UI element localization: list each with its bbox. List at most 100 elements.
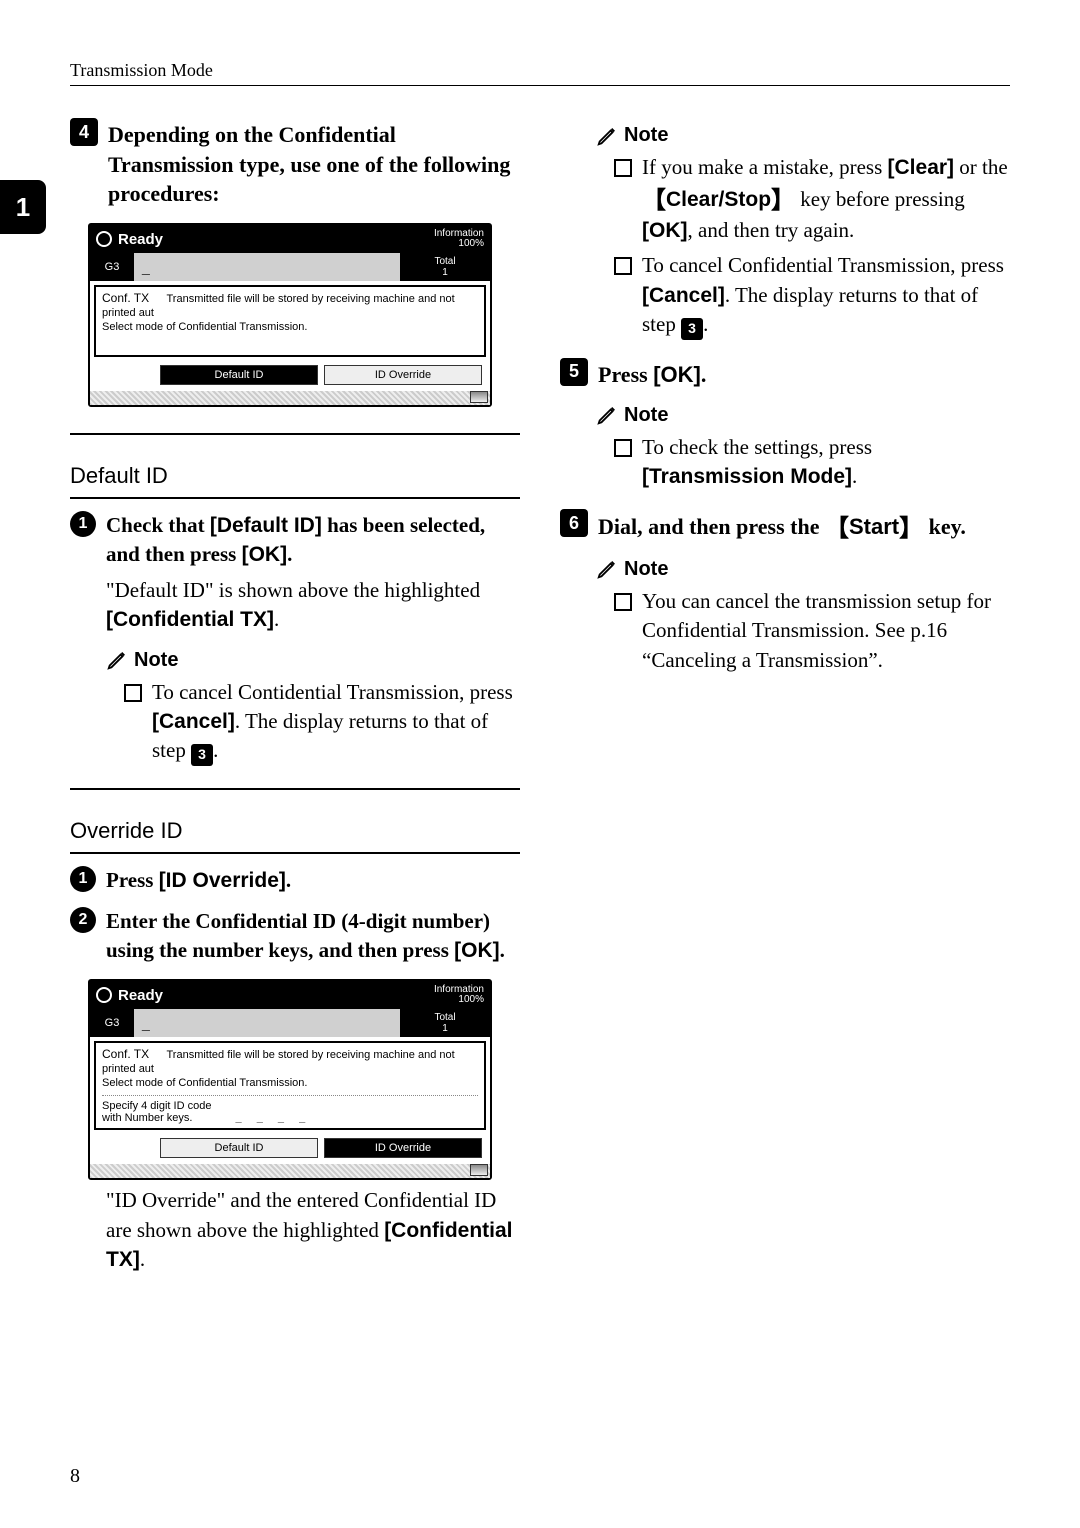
- step-6: 6 Dial, and then press the 【Start】 key.: [560, 509, 1010, 543]
- heading-default-id: Default ID: [70, 463, 520, 489]
- ui-default-id: [Default ID]: [210, 514, 322, 537]
- step-6-text: Dial, and then press the 【Start】 key.: [598, 509, 966, 543]
- scr1-box-label: Conf. TX: [102, 291, 149, 305]
- scr1-titlebar: Ready Information 100%: [90, 225, 490, 253]
- default-sub1: 1 Check that [Default ID] has been selec…: [70, 511, 520, 570]
- page-number: 8: [70, 1465, 80, 1488]
- bullet-icon: [614, 439, 632, 457]
- key-clear-stop: Clear/Stop: [666, 188, 771, 211]
- t: , and then try again.: [688, 218, 855, 242]
- right-column: Note If you make a mistake, press [Clear…: [560, 110, 1010, 1274]
- t: key before pressing: [795, 187, 965, 211]
- t: .: [500, 938, 505, 962]
- scr2-specify-row: Specify 4 digit ID code with Number keys…: [102, 1095, 478, 1124]
- heading-override-id: Override ID: [70, 818, 520, 844]
- scr2-btn-default[interactable]: Default ID: [160, 1138, 318, 1158]
- scr2-subbar: G3 _ Total 1: [90, 1009, 490, 1037]
- t: key.: [923, 514, 966, 539]
- note-r1-b1: If you make a mistake, press [Clear] or …: [596, 153, 1010, 245]
- inline-step-3b: 3: [681, 318, 703, 340]
- rbracket-icon-2: 】: [899, 515, 923, 542]
- note-label-r3: Note: [624, 558, 668, 581]
- scr2-titlebar: Ready Information 100%: [90, 981, 490, 1009]
- override-sub1-text: Press [ID Override].: [106, 866, 291, 895]
- scr1-box-desc: Transmitted file will be stored by recei…: [102, 293, 455, 333]
- pencil-icon-r3: [596, 558, 618, 580]
- antenna-icon: G3: [90, 253, 134, 281]
- scr1-btn-default[interactable]: Default ID: [160, 365, 318, 385]
- screenshot-ready-default: Ready Information 100% G3 _ Total 1 Conf…: [88, 223, 492, 407]
- override-body2: "ID Override" and the entered Confidenti…: [106, 1186, 520, 1274]
- t: .: [140, 1247, 145, 1271]
- pencil-icon: [106, 649, 128, 671]
- circle-badge-1b: 1: [70, 866, 96, 892]
- default-sub1-text: Check that [Default ID] has been selecte…: [106, 511, 520, 570]
- circle-badge-2: 2: [70, 907, 96, 933]
- scr2-title: Ready: [118, 987, 434, 1004]
- scr2-btn-override[interactable]: ID Override: [324, 1138, 482, 1158]
- scr1-buttons: Default ID ID Override: [90, 361, 490, 391]
- ui-ok-4: [OK]: [653, 362, 701, 387]
- rbracket-icon: 】: [771, 187, 795, 214]
- scr2-body: Conf. TX Transmitted file will be stored…: [94, 1041, 486, 1130]
- bullet-icon: [614, 593, 632, 611]
- scr1-subbar: G3 _ Total 1: [90, 253, 490, 281]
- step-badge-5: 5: [560, 358, 588, 386]
- note-label-r1: Note: [624, 124, 668, 147]
- scr1-cursor: _: [134, 253, 400, 281]
- note-r3: Note: [596, 558, 1010, 581]
- note-label-r2: Note: [624, 404, 668, 427]
- inline-step-3a: 3: [191, 744, 213, 766]
- scr2-bottombar: [90, 1164, 490, 1178]
- lbracket-icon-2: 【: [825, 515, 849, 542]
- ui-cancel-2: [Cancel]: [642, 284, 725, 307]
- scr1-total: Total 1: [400, 253, 490, 281]
- key-start: Start: [849, 514, 899, 539]
- scr2-specify-label: Specify 4 digit ID code with Number keys…: [102, 1100, 211, 1124]
- ready-icon-2: [96, 987, 112, 1003]
- scr2-total: Total 1: [400, 1009, 490, 1037]
- step-badge-4: 4: [70, 118, 98, 146]
- note-r2: Note: [596, 404, 1010, 427]
- scr1-bottombar: [90, 391, 490, 405]
- scr1-title: Ready: [118, 231, 434, 248]
- t: Check that: [106, 513, 210, 537]
- t: .: [701, 362, 707, 387]
- ui-conf-tx-1: [Confidential TX]: [106, 608, 274, 631]
- t: Enter the Confidential ID (4-digit numbe…: [106, 909, 490, 961]
- scr2-slots[interactable]: _ _ _ _: [236, 1112, 312, 1124]
- ui-ok-2: [OK]: [454, 939, 500, 962]
- t: .: [213, 738, 218, 762]
- left-column: 4 Depending on the Confidential Transmis…: [70, 110, 520, 1274]
- scr1-btn-override[interactable]: ID Override: [324, 365, 482, 385]
- scr2-box-desc: Transmitted file will be stored by recei…: [102, 1049, 455, 1089]
- ui-transmission-mode: [Transmission Mode]: [642, 465, 852, 488]
- t: .: [287, 542, 292, 566]
- note-r3-b1: You can cancel the transmission setup fo…: [596, 587, 1010, 675]
- t: or the: [954, 155, 1008, 179]
- screenshot-ready-override: Ready Information 100% G3 _ Total 1 Conf…: [88, 979, 492, 1180]
- t: .: [286, 868, 291, 892]
- step-badge-6: 6: [560, 509, 588, 537]
- ui-id-override: [ID Override]: [159, 869, 286, 892]
- scr2-box-label: Conf. TX: [102, 1047, 149, 1061]
- ready-icon: [96, 231, 112, 247]
- scr2-total-value: 1: [442, 1023, 448, 1034]
- note-default-bullet: To cancel Contidential Transmission, pre…: [106, 678, 520, 767]
- lbracket-icon: 【: [642, 187, 666, 214]
- t: .: [703, 312, 708, 336]
- step-5: 5 Press [OK].: [560, 358, 1010, 390]
- antenna-icon-2: G3: [90, 1009, 134, 1037]
- note-default: Note: [106, 649, 520, 672]
- running-header: Transmission Mode: [70, 60, 1010, 86]
- scr1-info-bottom: 100%: [434, 239, 484, 249]
- bullet-icon: [614, 257, 632, 275]
- note-r3-b1-text: You can cancel the transmission setup fo…: [642, 587, 1010, 675]
- bullet-icon: [614, 159, 632, 177]
- scr2-info: Information 100%: [434, 985, 484, 1005]
- t: Press: [106, 868, 159, 892]
- default-body1: "Default ID" is shown above the highligh…: [106, 576, 520, 635]
- t: Press: [598, 362, 653, 387]
- note-label-1: Note: [134, 649, 178, 672]
- override-sub2-text: Enter the Confidential ID (4-digit numbe…: [106, 907, 520, 965]
